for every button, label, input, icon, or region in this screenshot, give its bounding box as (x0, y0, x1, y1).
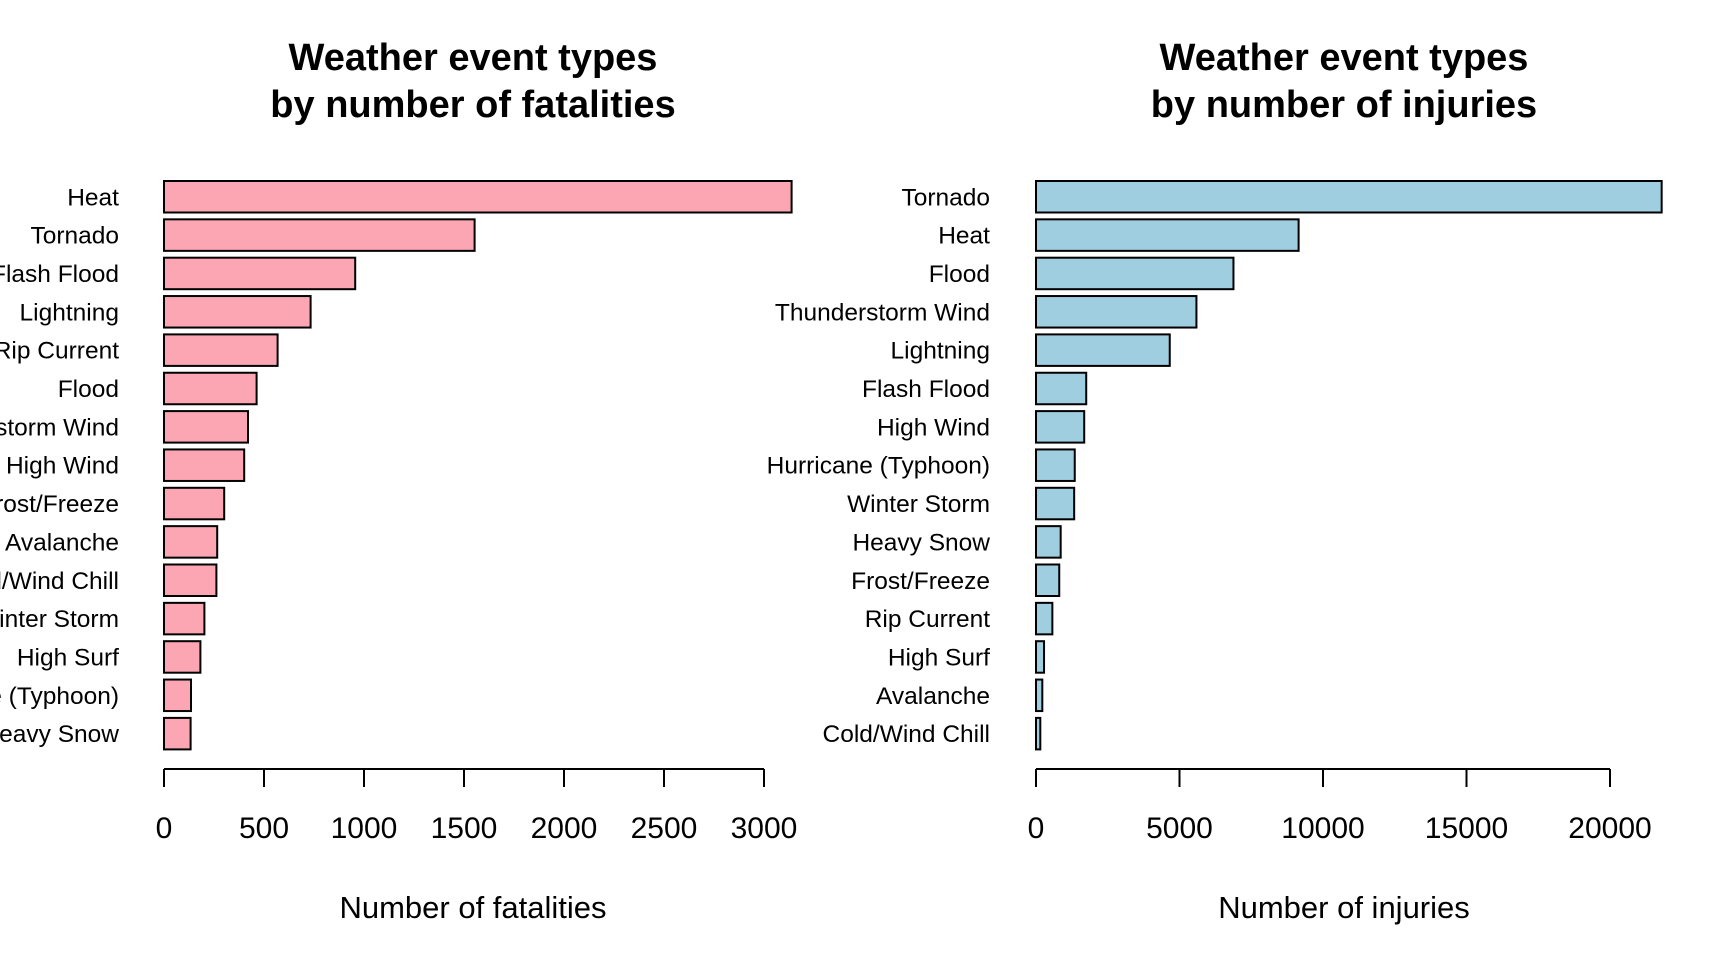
fatalities-category-label: Avalanche (5, 529, 119, 556)
fatalities-category-label: High Surf (17, 644, 119, 671)
fatalities-tick-label: 3000 (731, 812, 798, 845)
fatalities-category-label: Tornado (30, 223, 119, 250)
injuries-category-label: Flood (929, 261, 990, 288)
fatalities-chart-title-line-2: by number of fatalities (270, 84, 675, 126)
fatalities-bar (163, 563, 218, 597)
injuries-chart-title-line-2: by number of injuries (1151, 84, 1537, 126)
injuries-bar (1035, 180, 1663, 214)
injuries-category-label: Frost/Freeze (851, 568, 990, 595)
injuries-tick-label: 15000 (1425, 812, 1508, 845)
injuries-tick-label: 10000 (1281, 812, 1364, 845)
injuries-bar (1035, 410, 1086, 444)
fatalities-bar (163, 448, 246, 482)
fatalities-x-axis: 0 500 1000 1500 2000 2500 3000 (156, 768, 798, 845)
injuries-category-label: Flash Flood (862, 376, 990, 403)
injuries-category-label: Rip Current (865, 606, 990, 633)
fatalities-category-label: Cold/Wind Chill (0, 568, 119, 595)
injuries-category-label: Lightning (891, 338, 990, 365)
injuries-bar (1035, 295, 1198, 329)
fatalities-bars (163, 180, 793, 751)
fatalities-bar (163, 333, 279, 367)
injuries-tick-label: 5000 (1146, 812, 1213, 845)
injuries-bar (1035, 678, 1044, 713)
fatalities-tick-label: 2500 (631, 812, 698, 845)
injuries-category-label: Hurricane (Typhoon) (767, 453, 990, 480)
fatalities-bar (163, 180, 793, 214)
injuries-category-label: Tornado (901, 184, 990, 211)
injuries-bar (1035, 218, 1300, 252)
fatalities-chart: Weather event types by number of fatalit… (0, 37, 797, 925)
injuries-x-axis-title: Number of injuries (1218, 890, 1470, 925)
fatalities-category-label: Frost/Freeze (0, 491, 119, 518)
injuries-bar (1035, 640, 1046, 674)
injuries-category-label: High Surf (888, 644, 990, 671)
fatalities-category-label: Winter Storm (0, 606, 119, 633)
injuries-category-label: Thunderstorm Wind (775, 299, 990, 326)
injuries-category-labels: Tornado Heat Flood Thunderstorm Wind Lightni… (767, 184, 991, 748)
fatalities-bar (163, 716, 192, 751)
fatalities-bar (163, 256, 357, 291)
fatalities-bar (163, 218, 476, 252)
fatalities-category-label: Rip Current (0, 338, 119, 365)
injuries-bar (1035, 486, 1076, 521)
fatalities-bar (163, 601, 206, 636)
fatalities-bar (163, 486, 226, 521)
fatalities-chart-title-line-1: Weather event types (289, 37, 658, 79)
fatalities-bar (163, 525, 219, 559)
fatalities-bar (163, 410, 249, 444)
injuries-category-label: High Wind (877, 414, 990, 441)
fatalities-tick-label: 1000 (331, 812, 398, 845)
fatalities-category-label: Heavy Snow (0, 721, 119, 748)
injuries-tick-label: 20000 (1568, 812, 1651, 845)
injuries-category-label: Avalanche (876, 683, 990, 710)
fatalities-category-label: Flash Flood (0, 261, 119, 288)
injuries-category-label: Winter Storm (847, 491, 990, 518)
injuries-category-label: Cold/Wind Chill (823, 721, 990, 748)
fatalities-bar (163, 640, 202, 674)
injuries-bar (1035, 601, 1054, 636)
fatalities-category-labels: Heat Tornado Flash Flood Lightning Rip Curre… (0, 184, 119, 748)
injuries-bar (1035, 448, 1076, 482)
fatalities-bar (163, 678, 192, 713)
fatalities-category-label: Lightning (20, 299, 119, 326)
fatalities-x-axis-title: Number of fatalities (339, 890, 606, 925)
injuries-tick-label: 0 (1028, 812, 1045, 845)
injuries-bar (1035, 371, 1088, 406)
injuries-bar (1035, 256, 1235, 291)
injuries-bar (1035, 525, 1062, 559)
injuries-bar (1035, 333, 1171, 367)
fatalities-tick-label: 2000 (531, 812, 598, 845)
fatalities-bar (163, 371, 258, 406)
fatalities-category-label: Thunderstorm Wind (0, 414, 119, 441)
fatalities-tick-label: 500 (239, 812, 289, 845)
injuries-chart: Weather event types by number of injurie… (767, 37, 1663, 925)
fatalities-tick-label: 1500 (431, 812, 498, 845)
injuries-bar (1035, 716, 1042, 751)
injuries-bar (1035, 563, 1061, 597)
fatalities-category-label: Hurricane (Typhoon) (0, 683, 119, 710)
fatalities-bar (163, 295, 312, 329)
fatalities-tick-label: 0 (156, 812, 173, 845)
fatalities-category-label: High Wind (6, 453, 119, 480)
injuries-category-label: Heat (938, 223, 990, 250)
injuries-bars (1035, 180, 1663, 751)
fatalities-category-label: Heat (67, 184, 119, 211)
injuries-chart-title-line-1: Weather event types (1160, 37, 1529, 79)
injuries-category-label: Heavy Snow (852, 529, 990, 556)
fatalities-category-label: Flood (58, 376, 119, 403)
injuries-x-axis: 0 5000 10000 15000 20000 (1028, 768, 1652, 845)
